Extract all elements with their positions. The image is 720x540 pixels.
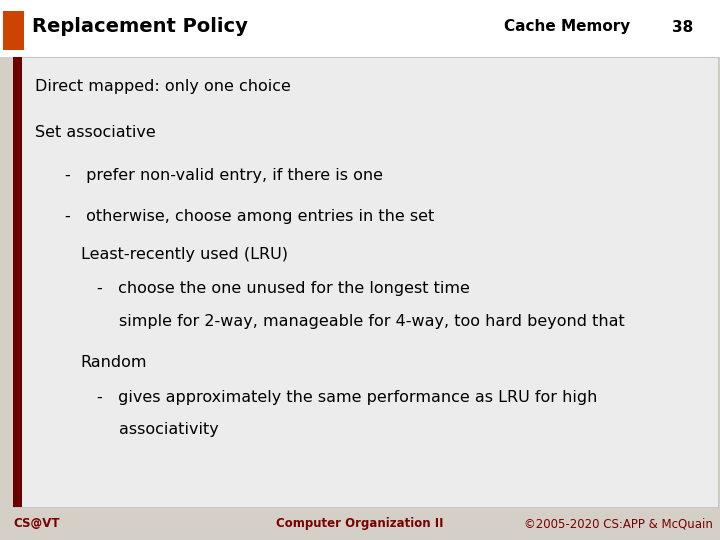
Text: Least-recently used (LRU): Least-recently used (LRU) — [81, 247, 288, 262]
Text: Computer Organization II: Computer Organization II — [276, 517, 444, 530]
Text: Replacement Policy: Replacement Policy — [32, 17, 248, 37]
Bar — [0, 0, 720, 57]
Text: 38: 38 — [672, 19, 693, 35]
Text: CS@VT: CS@VT — [13, 517, 60, 530]
Text: -   choose the one unused for the longest time: - choose the one unused for the longest … — [97, 281, 470, 296]
Text: associativity: associativity — [119, 422, 219, 437]
Text: Cache Memory: Cache Memory — [504, 19, 630, 35]
Text: Random: Random — [81, 355, 147, 370]
Text: ©2005-2020 CS:APP & McQuain: ©2005-2020 CS:APP & McQuain — [524, 517, 713, 530]
Bar — [13, 57, 22, 507]
Text: Set associative: Set associative — [35, 125, 156, 140]
Bar — [13, 57, 718, 507]
Text: -   prefer non-valid entry, if there is one: - prefer non-valid entry, if there is on… — [65, 168, 383, 183]
Bar — [3, 11, 24, 50]
Text: Direct mapped: only one choice: Direct mapped: only one choice — [35, 79, 290, 94]
Text: -   gives approximately the same performance as LRU for high: - gives approximately the same performan… — [97, 390, 598, 406]
Text: -   otherwise, choose among entries in the set: - otherwise, choose among entries in the… — [65, 208, 434, 224]
Text: simple for 2-way, manageable for 4-way, too hard beyond that: simple for 2-way, manageable for 4-way, … — [119, 314, 624, 329]
